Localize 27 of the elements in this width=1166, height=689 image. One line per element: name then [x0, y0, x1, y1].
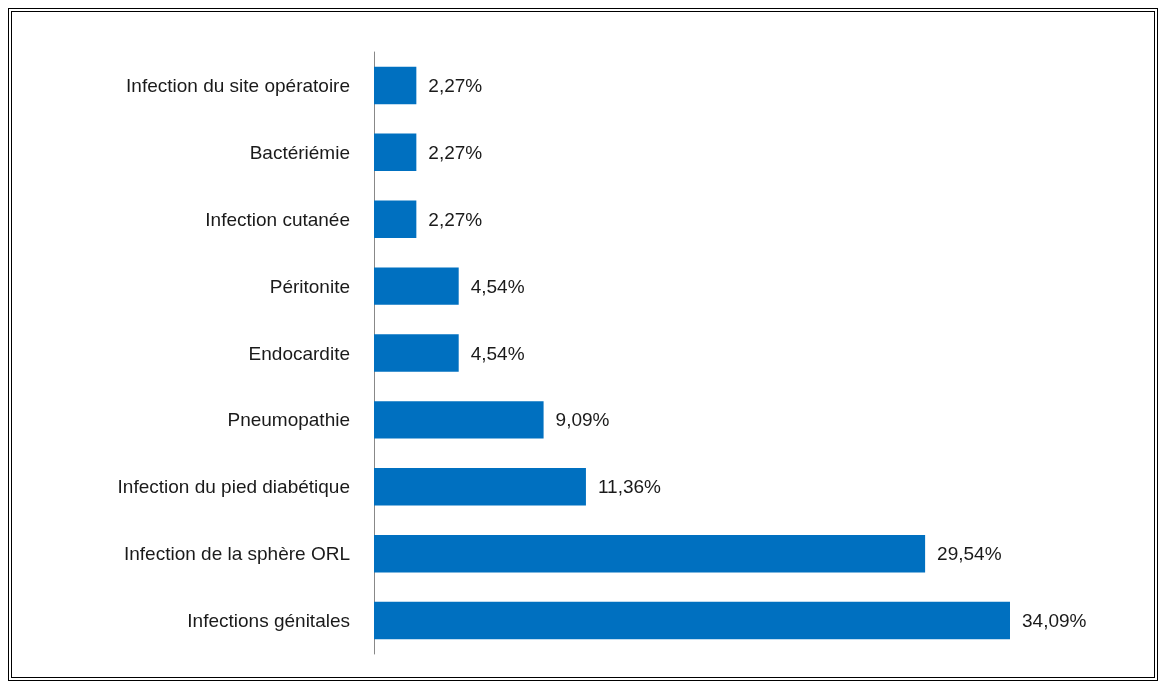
data-label: 4,54%: [470, 342, 525, 364]
bar: [374, 334, 459, 372]
bar: [374, 601, 1010, 640]
y-tick-label: Infection cutanée: [205, 208, 350, 230]
y-tick-label: Infection du pied diabétique: [117, 476, 350, 498]
bar: [374, 133, 417, 172]
y-tick-label: Bactériémie: [249, 141, 350, 163]
bar: [374, 66, 417, 105]
y-tick-label: Pneumopathie: [227, 409, 350, 431]
y-tick-label: Péritonite: [269, 275, 350, 297]
data-label: 4,54%: [470, 275, 525, 297]
bar: [374, 534, 926, 573]
y-tick-label: Endocardite: [248, 342, 350, 364]
bar: [374, 200, 417, 238]
y-tick-label: Infections génitales: [187, 610, 350, 632]
data-label: 34,09%: [1022, 610, 1087, 632]
data-label: 2,27%: [428, 141, 483, 163]
data-label: 29,54%: [937, 543, 1002, 565]
bar: [374, 468, 586, 506]
y-tick-label: Infection de la sphère ORL: [123, 543, 350, 565]
bar: [374, 267, 459, 305]
data-label: 2,27%: [428, 208, 483, 230]
data-label: 9,09%: [555, 409, 610, 431]
bar: [374, 401, 544, 439]
data-label: 11,36%: [597, 476, 662, 498]
y-tick-label: Infection du site opératoire: [126, 74, 350, 96]
data-label: 2,27%: [428, 74, 483, 96]
